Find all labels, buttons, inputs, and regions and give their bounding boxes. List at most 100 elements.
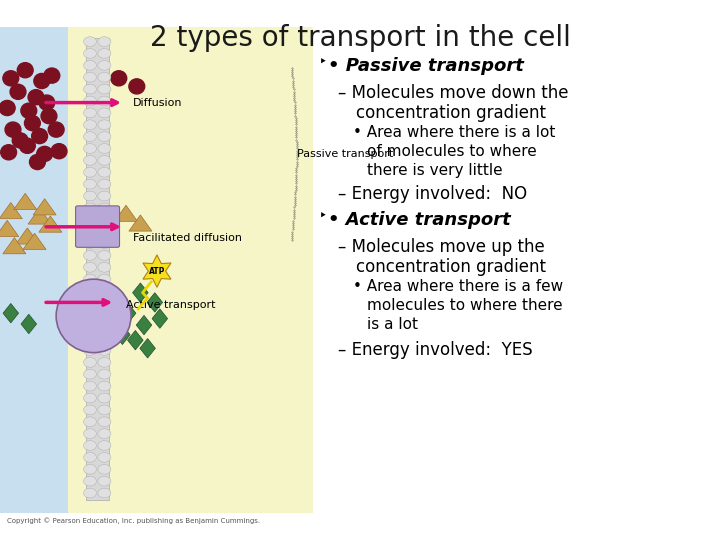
Ellipse shape: [51, 144, 67, 159]
Text: – Molecules move down the: – Molecules move down the: [338, 84, 569, 102]
Circle shape: [84, 310, 96, 320]
Text: • Area where there is a few: • Area where there is a few: [353, 279, 563, 294]
Text: concentration gradient: concentration gradient: [356, 258, 546, 275]
Circle shape: [98, 476, 111, 486]
Circle shape: [84, 96, 96, 106]
Circle shape: [98, 262, 111, 272]
Polygon shape: [16, 228, 39, 244]
Circle shape: [98, 274, 111, 284]
Circle shape: [84, 488, 96, 498]
Polygon shape: [3, 303, 19, 323]
Text: is a lot: is a lot: [367, 317, 418, 332]
Circle shape: [84, 393, 96, 403]
Circle shape: [84, 191, 96, 201]
Circle shape: [84, 120, 96, 130]
Polygon shape: [140, 339, 156, 358]
Ellipse shape: [0, 100, 15, 116]
Text: of molecules to where: of molecules to where: [367, 144, 537, 159]
Text: ATP: ATP: [149, 267, 165, 275]
Circle shape: [84, 167, 96, 177]
Circle shape: [84, 84, 96, 94]
Circle shape: [98, 310, 111, 320]
Text: Active transport: Active transport: [126, 300, 215, 310]
Circle shape: [84, 72, 96, 82]
Polygon shape: [21, 314, 37, 334]
Circle shape: [98, 441, 111, 450]
Polygon shape: [0, 220, 19, 237]
Circle shape: [84, 357, 96, 367]
Text: ‣: ‣: [318, 56, 327, 70]
Ellipse shape: [37, 146, 53, 161]
Text: Copyright © Pearson Education, Inc. publishing as Benjamin Cummings.: Copyright © Pearson Education, Inc. publ…: [7, 517, 261, 524]
Circle shape: [98, 144, 111, 153]
Circle shape: [84, 144, 96, 153]
Circle shape: [84, 298, 96, 308]
Circle shape: [84, 108, 96, 118]
Text: ‣: ‣: [318, 210, 327, 224]
Circle shape: [84, 476, 96, 486]
Text: – Molecules move up the: – Molecules move up the: [338, 238, 545, 255]
Circle shape: [98, 369, 111, 379]
Circle shape: [98, 49, 111, 58]
Polygon shape: [143, 255, 171, 287]
Text: Passive transport: Passive transport: [297, 149, 393, 159]
FancyBboxPatch shape: [76, 226, 120, 247]
Circle shape: [98, 84, 111, 94]
Circle shape: [84, 227, 96, 237]
FancyBboxPatch shape: [0, 27, 313, 513]
Circle shape: [98, 215, 111, 225]
Polygon shape: [28, 208, 51, 224]
Circle shape: [84, 405, 96, 415]
FancyBboxPatch shape: [76, 206, 120, 228]
Text: molecules to where there: molecules to where there: [367, 298, 563, 313]
Text: 2 types of transport in the cell: 2 types of transport in the cell: [150, 24, 570, 52]
Circle shape: [84, 37, 96, 46]
Circle shape: [98, 429, 111, 438]
Circle shape: [84, 334, 96, 343]
Polygon shape: [3, 238, 26, 254]
Circle shape: [84, 322, 96, 332]
Circle shape: [98, 488, 111, 498]
Circle shape: [98, 37, 111, 46]
Ellipse shape: [56, 279, 131, 353]
Polygon shape: [127, 330, 143, 350]
Circle shape: [84, 464, 96, 474]
Circle shape: [98, 60, 111, 70]
Circle shape: [84, 429, 96, 438]
Circle shape: [84, 156, 96, 165]
Circle shape: [98, 191, 111, 201]
Circle shape: [84, 441, 96, 450]
Circle shape: [98, 203, 111, 213]
Ellipse shape: [1, 145, 17, 160]
Circle shape: [84, 381, 96, 391]
Circle shape: [98, 96, 111, 106]
Ellipse shape: [12, 133, 28, 148]
Circle shape: [98, 132, 111, 141]
FancyBboxPatch shape: [86, 38, 109, 500]
Polygon shape: [147, 293, 163, 312]
Polygon shape: [152, 309, 168, 328]
Circle shape: [98, 453, 111, 462]
Circle shape: [98, 251, 111, 260]
Polygon shape: [114, 325, 130, 345]
Circle shape: [98, 120, 111, 130]
Ellipse shape: [17, 63, 33, 78]
Circle shape: [84, 132, 96, 141]
Ellipse shape: [32, 129, 48, 144]
Circle shape: [84, 203, 96, 213]
Circle shape: [84, 215, 96, 225]
Circle shape: [98, 322, 111, 332]
Polygon shape: [23, 233, 46, 249]
Ellipse shape: [129, 79, 145, 94]
Circle shape: [98, 298, 111, 308]
Ellipse shape: [28, 90, 44, 105]
Ellipse shape: [48, 122, 64, 137]
Circle shape: [98, 417, 111, 427]
Circle shape: [98, 108, 111, 118]
Circle shape: [84, 49, 96, 58]
Circle shape: [98, 346, 111, 355]
Polygon shape: [114, 205, 138, 221]
Polygon shape: [33, 199, 56, 215]
Ellipse shape: [44, 68, 60, 83]
Polygon shape: [14, 193, 37, 210]
